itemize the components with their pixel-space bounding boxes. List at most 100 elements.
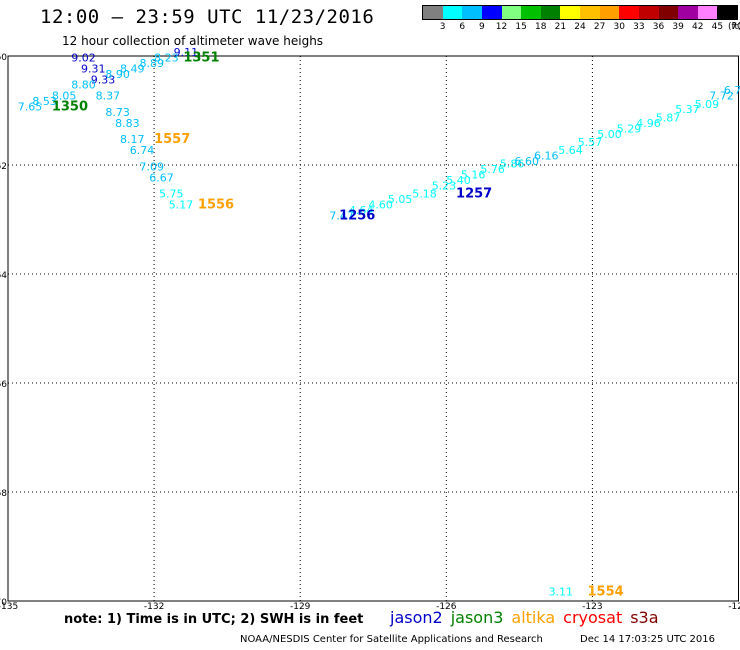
lon-tick-label: -126 bbox=[436, 602, 457, 612]
color-scale-label: 30 bbox=[613, 22, 625, 32]
wave-height-observations: 9.02 9.11 9.319.338.908.49 8.238.89 8.808.05… bbox=[18, 46, 740, 599]
wave-height-value: 5.87 bbox=[656, 111, 681, 124]
color-scale-label: 45 bbox=[711, 22, 724, 32]
satellite-legend: jason2 jason3 altika cryosat s3a bbox=[390, 608, 667, 627]
color-swatch bbox=[697, 6, 718, 19]
lon-tick-label: -132 bbox=[144, 602, 164, 612]
wave-height-value: 5.57 bbox=[578, 136, 603, 149]
wave-height-value: 8.80 bbox=[71, 79, 96, 92]
wave-height-value: 8.83 bbox=[115, 117, 140, 130]
wave-height-value: 6.67 bbox=[149, 171, 174, 184]
wave-height-value: 5.17 bbox=[169, 199, 194, 212]
color-scale-label: (ft) bbox=[728, 22, 740, 32]
color-scale-label: 3 bbox=[439, 22, 446, 32]
legend-item-s3a: s3a bbox=[630, 608, 659, 627]
lat-tick-label: -62 bbox=[0, 162, 7, 172]
lat-tick-label: -60 bbox=[0, 53, 7, 63]
color-swatch bbox=[560, 6, 580, 19]
pass-number-label: 1351 bbox=[183, 50, 219, 65]
color-swatch bbox=[599, 6, 620, 19]
legend-item-cryosat: cryosat bbox=[563, 608, 623, 627]
footer-note: note: 1) Time is in UTC; 2) SWH is in fe… bbox=[64, 612, 364, 627]
lon-tick-label: -129 bbox=[290, 602, 311, 612]
color-scale-label: 15 bbox=[515, 22, 527, 32]
wave-height-value: 4.60 bbox=[368, 199, 393, 212]
wave-height-value: 3.11 bbox=[549, 586, 574, 599]
wave-height-value: 9.11 bbox=[174, 46, 199, 59]
color-swatch bbox=[619, 6, 639, 19]
wave-height-value: 6.60 bbox=[514, 155, 539, 168]
pass-number-label: 1257 bbox=[456, 187, 492, 202]
color-swatch bbox=[521, 6, 541, 19]
color-scale-label: 33 bbox=[633, 22, 645, 32]
color-scale-label: 9 bbox=[479, 22, 485, 32]
pass-number-label: 1350 bbox=[52, 100, 88, 115]
color-swatch bbox=[442, 6, 463, 19]
lat-tick-label: -68 bbox=[0, 489, 7, 499]
wave-height-value: 8.17 bbox=[120, 133, 145, 146]
color-scale-label: 12 bbox=[495, 22, 508, 32]
credit-line: NOAA/NESDIS Center for Satellite Applica… bbox=[240, 634, 543, 645]
wave-height-value: 5.75 bbox=[159, 188, 184, 201]
wave-height-value: 9.02 bbox=[71, 51, 96, 64]
wave-height-value: 7.65 bbox=[18, 101, 42, 114]
color-scale-label: 21 bbox=[554, 22, 567, 32]
pass-number-label: 1554 bbox=[588, 585, 624, 600]
lat-tick-label: -64 bbox=[0, 271, 7, 281]
wave-height-value: 4.64 bbox=[349, 204, 374, 217]
wave-height-value: 5.23 bbox=[432, 180, 457, 193]
wave-height-value: 4.96 bbox=[636, 117, 661, 130]
lat-tick-label: -70 bbox=[0, 598, 7, 608]
color-scale-label: 70 bbox=[731, 22, 740, 32]
lon-tick-label: -120 bbox=[728, 602, 740, 612]
wave-height-value: 5.40 bbox=[446, 174, 471, 187]
color-scale-label: 24 bbox=[574, 22, 586, 32]
map-title: 12:00 – 23:59 UTC 11/23/2016 bbox=[40, 6, 375, 28]
wave-height-value: 5.00 bbox=[597, 128, 622, 141]
color-scale-label: 39 bbox=[672, 22, 684, 32]
wave-height-value: 5.86 bbox=[500, 158, 525, 171]
wave-height-value: 7.47 bbox=[329, 210, 354, 223]
map-frame bbox=[7, 55, 739, 602]
wave-height-value: 5.16 bbox=[461, 169, 486, 182]
wave-height-value: 8.49 bbox=[120, 62, 145, 75]
color-scale-bar bbox=[422, 5, 738, 20]
wave-height-value: 5.64 bbox=[558, 144, 583, 157]
wave-height-value: 9.33 bbox=[91, 73, 116, 86]
axis-tick-labels: -135 -132 -129 -126 -123 -120 -60 -62 -64 -66 -68 -… bbox=[0, 53, 740, 612]
color-scale-label: 6 bbox=[459, 22, 466, 32]
pass-number-label: 1557 bbox=[154, 132, 190, 147]
wave-height-value: 5.09 bbox=[695, 98, 720, 111]
pass-number-label: 1556 bbox=[198, 198, 234, 213]
color-scale-label: 42 bbox=[692, 22, 704, 32]
lon-tick-label: -123 bbox=[582, 602, 602, 612]
wave-height-value: 5.18 bbox=[412, 188, 437, 201]
color-swatch bbox=[423, 6, 443, 19]
wave-height-value: 8.23 bbox=[154, 51, 179, 64]
wave-height-value: 5.76 bbox=[480, 163, 505, 176]
color-swatch bbox=[678, 6, 698, 19]
color-swatch bbox=[501, 6, 522, 19]
wave-height-value: 6.16 bbox=[534, 150, 559, 163]
wave-height-value: 5.37 bbox=[675, 103, 700, 116]
wave-height-value: 8.53 bbox=[32, 95, 57, 108]
wave-height-value: 8.89 bbox=[139, 57, 164, 70]
wave-height-value: 6.79 bbox=[724, 84, 740, 97]
color-swatch bbox=[717, 6, 737, 19]
wave-height-value: 8.90 bbox=[105, 68, 129, 81]
color-swatch bbox=[540, 6, 561, 19]
color-swatch bbox=[658, 6, 679, 19]
legend-item-jason3: jason3 bbox=[450, 608, 504, 627]
wave-height-value: 8.37 bbox=[96, 90, 121, 103]
color-swatch bbox=[638, 6, 659, 19]
lon-tick-label: -135 bbox=[0, 602, 18, 612]
color-swatch bbox=[580, 6, 600, 19]
color-scale-label: 36 bbox=[652, 22, 665, 32]
color-swatch bbox=[481, 6, 502, 19]
lat-tick-label: -66 bbox=[0, 380, 7, 390]
lat-lon-grid bbox=[7, 55, 739, 602]
legend-item-jason2: jason2 bbox=[390, 608, 443, 627]
wave-height-value: 7.72 bbox=[709, 90, 734, 103]
